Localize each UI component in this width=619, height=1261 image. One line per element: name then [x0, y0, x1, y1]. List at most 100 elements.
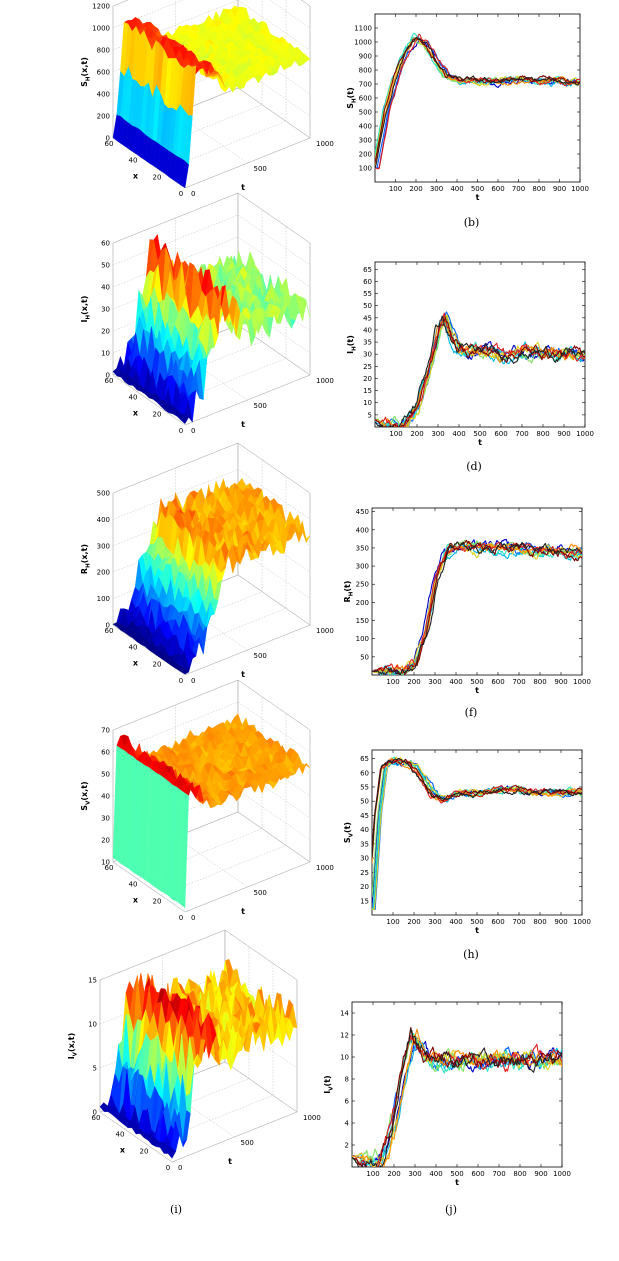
- x-axis-label: x: [133, 659, 139, 668]
- caption-i: (i): [170, 1203, 182, 1216]
- z-tick-label: 500: [97, 490, 110, 498]
- z-label-main: S: [80, 805, 89, 811]
- y-tick-label: 400: [359, 123, 372, 131]
- x-tick-label: 500: [471, 185, 484, 193]
- y-tick-label: 55: [363, 290, 372, 298]
- z-label-sub: V: [73, 1051, 79, 1056]
- y-label-main: R: [343, 596, 352, 602]
- t-grid-line: [224, 930, 298, 1113]
- z-grid-line: [112, 214, 311, 266]
- z-tick-label: 40: [101, 284, 110, 292]
- y-tick-label: 5: [368, 411, 372, 419]
- x-tick-label: 40: [129, 644, 138, 652]
- series-line-5: [375, 37, 580, 159]
- series-line-9: [372, 758, 582, 852]
- y-tick-label: 200: [356, 599, 369, 607]
- z-tick-label: 70: [101, 727, 110, 735]
- t-grid-line: [237, 0, 311, 139]
- y-tick-label: 700: [359, 81, 372, 89]
- x-tick-label: 600: [491, 185, 504, 193]
- plot-frame: [374, 261, 586, 428]
- x-tick-label: 900: [534, 1170, 547, 1178]
- t-axis-label: t: [228, 1157, 232, 1166]
- x-tick-label: 60: [105, 377, 114, 385]
- z-label-sub: H: [86, 314, 92, 319]
- x-tick-label: 600: [471, 1170, 484, 1178]
- x-tick-label: 300: [431, 430, 444, 438]
- z-tick-label: 20: [101, 837, 110, 845]
- y-tick-label: 50: [360, 798, 369, 806]
- z-grid-line: [112, 87, 311, 139]
- x-tick-label: 700: [512, 918, 525, 926]
- x-tick-label: 0: [166, 1164, 170, 1172]
- t-tick-label: 0: [178, 1164, 182, 1172]
- y-tick-label: 30: [360, 855, 369, 863]
- y-tick-label: 50: [360, 653, 369, 661]
- y-label-tail: (t): [346, 87, 355, 98]
- x-tick-label: 700: [492, 1170, 505, 1178]
- y-label-sub: H: [352, 98, 358, 103]
- y-tick-label: 40: [360, 826, 369, 834]
- t-tick-label: 1000: [316, 627, 334, 635]
- x-axis-label: t: [475, 686, 479, 695]
- z-tick-label: 50: [101, 262, 110, 270]
- series-line-9: [372, 539, 582, 675]
- x-grid-line: [184, 243, 311, 426]
- x-tick-label: 400: [450, 185, 463, 193]
- series-line-2: [375, 35, 580, 169]
- x-tick-label: 1000: [571, 185, 589, 193]
- x-axis-label: x: [133, 409, 139, 418]
- z-tick-label: 60: [101, 240, 110, 248]
- x-tick-label: 40: [129, 157, 138, 165]
- y-tick-label: 400: [356, 526, 369, 534]
- z-label-sub: H: [86, 563, 92, 568]
- x-axis-label: x: [120, 1146, 126, 1155]
- x-tick-label: 0: [179, 914, 183, 922]
- series-group: [375, 311, 585, 427]
- z-grid-line: [112, 324, 311, 376]
- x-tick-label: 20: [153, 897, 162, 905]
- x-axis-label: t: [475, 926, 479, 935]
- x-tick-label: 0: [179, 190, 183, 198]
- t-tick-label: 500: [254, 402, 267, 410]
- y-axis-label: SH(t): [346, 87, 358, 109]
- plot-frame: [351, 1001, 563, 1168]
- z-tick-label: 300: [97, 542, 110, 550]
- y-label-tail: (t): [343, 822, 352, 833]
- x-tick-label: 300: [428, 678, 441, 686]
- z-tick-label: 15: [88, 977, 97, 985]
- z-grid-line: [112, 442, 311, 494]
- panel-g: 10 20 30 40 50 60 70 0 20 40 60 0 500 1000 x t SV(x,t): [80, 679, 334, 922]
- series-line-10: [375, 37, 580, 169]
- x-tick-label: 600: [491, 678, 504, 686]
- x-tick-label: 60: [92, 1114, 101, 1122]
- surface-patch: [180, 160, 189, 189]
- z-tick-label: 1200: [92, 3, 110, 11]
- series-line-7: [372, 541, 582, 674]
- y-tick-label: 10: [363, 399, 372, 407]
- z-tick-label: 50: [101, 771, 110, 779]
- panel-f: 100 200 300 400 500 600 700 800 900 1000 50 100 150 2…: [343, 507, 591, 695]
- x-tick-label: 100: [386, 678, 399, 686]
- t-tick-label: 1000: [316, 864, 334, 872]
- x-grid-line: [184, 730, 311, 913]
- series-group: [375, 32, 580, 170]
- z-tick-label: 0: [106, 372, 110, 380]
- series-line-8: [352, 1035, 562, 1167]
- series-line-8: [372, 541, 582, 674]
- z-label-tail: (x,t): [80, 57, 89, 76]
- t-axis-label: t: [241, 907, 245, 916]
- z-tick-label: 400: [97, 516, 110, 524]
- y-tick-label: 50: [363, 302, 372, 310]
- x-tick-label: 200: [409, 185, 422, 193]
- x-axis-label: t: [478, 438, 482, 447]
- x-tick-label: 400: [429, 1170, 442, 1178]
- z-tick-label: 200: [97, 569, 110, 577]
- x-tick-label: 400: [452, 430, 465, 438]
- x-tick-label: 300: [430, 185, 443, 193]
- series-line-7: [375, 38, 580, 168]
- y-tick-label: 900: [359, 53, 372, 61]
- z-grid-line: [112, 701, 311, 753]
- surface: [112, 713, 311, 909]
